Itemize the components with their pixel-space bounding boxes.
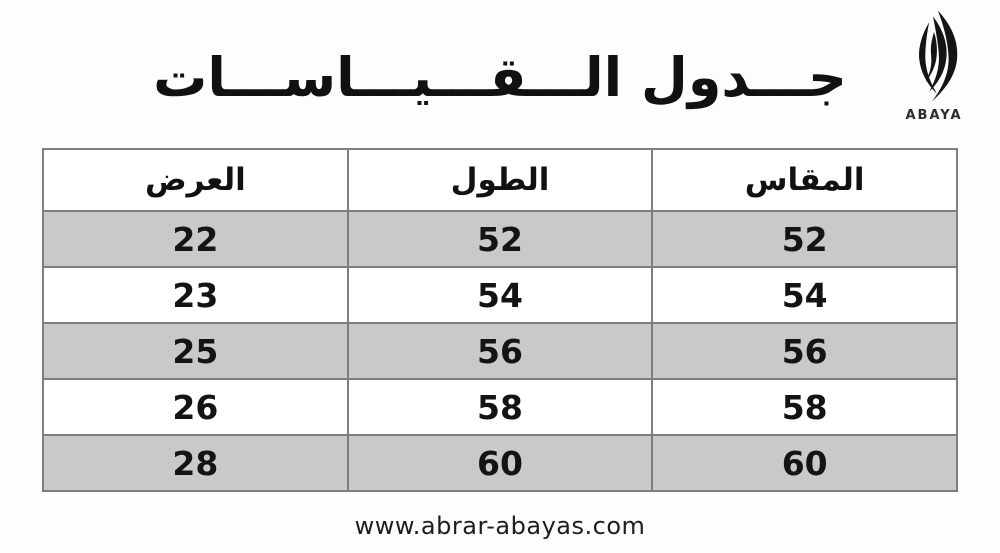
- cell-size: 54: [651, 266, 958, 324]
- cell-width: 28: [42, 434, 349, 492]
- cell-width: 23: [42, 266, 349, 324]
- cell-size: 56: [651, 322, 958, 380]
- column-header-width: العرض: [42, 148, 349, 212]
- cell-length: 58: [346, 378, 654, 436]
- cell-length: 56: [346, 322, 654, 380]
- brand-name: ABAYA: [905, 108, 963, 123]
- page-title: جـــدول الـــقـــيـــاســـات: [153, 46, 847, 109]
- cell-length: 54: [346, 266, 654, 324]
- cell-width: 25: [42, 322, 349, 380]
- table-row: 54 54 23: [42, 266, 958, 324]
- cell-width: 26: [42, 378, 349, 436]
- brand-flame-icon: [919, 10, 958, 102]
- size-table: المقاس الطول العرض 52 52 22 54 54 23 56 …: [42, 148, 958, 492]
- table-row: 52 52 22: [42, 210, 958, 268]
- brand-logo: ABAYA: [894, 8, 974, 123]
- column-header-length: الطول: [346, 148, 654, 212]
- cell-size: 52: [651, 210, 958, 268]
- cell-length: 52: [346, 210, 654, 268]
- table-header-row: المقاس الطول العرض: [42, 148, 958, 212]
- cell-size: 58: [651, 378, 958, 436]
- website-url: www.abrar-abayas.com: [354, 512, 646, 540]
- column-header-size: المقاس: [651, 148, 958, 212]
- cell-size: 60: [651, 434, 958, 492]
- table-row: 56 56 25: [42, 322, 958, 380]
- table-row: 60 60 28: [42, 434, 958, 492]
- table-row: 58 58 26: [42, 378, 958, 436]
- cell-length: 60: [346, 434, 654, 492]
- cell-width: 22: [42, 210, 349, 268]
